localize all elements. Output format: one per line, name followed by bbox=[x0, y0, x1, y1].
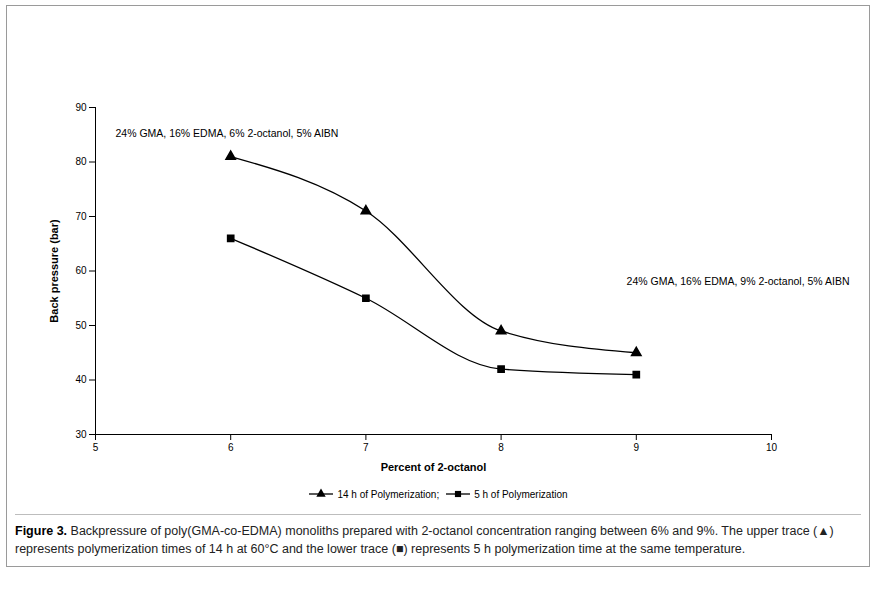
svg-text:24% GMA, 16% EDMA, 6% 2-octano: 24% GMA, 16% EDMA, 6% 2-octanol, 5% AIBN bbox=[116, 127, 339, 139]
svg-text:6: 6 bbox=[228, 442, 234, 453]
svg-text:Back pressure (bar): Back pressure (bar) bbox=[48, 219, 60, 323]
svg-text:50: 50 bbox=[75, 320, 87, 331]
svg-text:10: 10 bbox=[766, 442, 778, 453]
svg-text:7: 7 bbox=[363, 442, 369, 453]
svg-text:30: 30 bbox=[75, 429, 87, 440]
svg-text:40: 40 bbox=[75, 374, 87, 385]
svg-text:70: 70 bbox=[75, 211, 87, 222]
svg-text:80: 80 bbox=[75, 156, 87, 167]
svg-text:8: 8 bbox=[498, 442, 504, 453]
html-text:14 h of Polymerization;: 14 h of Polymerization; bbox=[337, 488, 440, 500]
svg-text:90: 90 bbox=[75, 102, 87, 113]
html-text:5 h of Polymerization: 5 h of Polymerization bbox=[474, 488, 568, 500]
svg-text:24% GMA, 16% EDMA, 9% 2-octano: 24% GMA, 16% EDMA, 9% 2-octanol, 5% AIBN bbox=[627, 275, 850, 287]
svg-text:5: 5 bbox=[93, 442, 99, 453]
svg-text:9: 9 bbox=[634, 442, 640, 453]
svg-text:Percent of 2-octanol: Percent of 2-octanol bbox=[381, 461, 487, 473]
html-text:Figure 3. Backpressure of poly: Figure 3. Backpressure of poly(GMA-co-ED… bbox=[15, 524, 834, 556]
svg-text:60: 60 bbox=[75, 265, 87, 276]
